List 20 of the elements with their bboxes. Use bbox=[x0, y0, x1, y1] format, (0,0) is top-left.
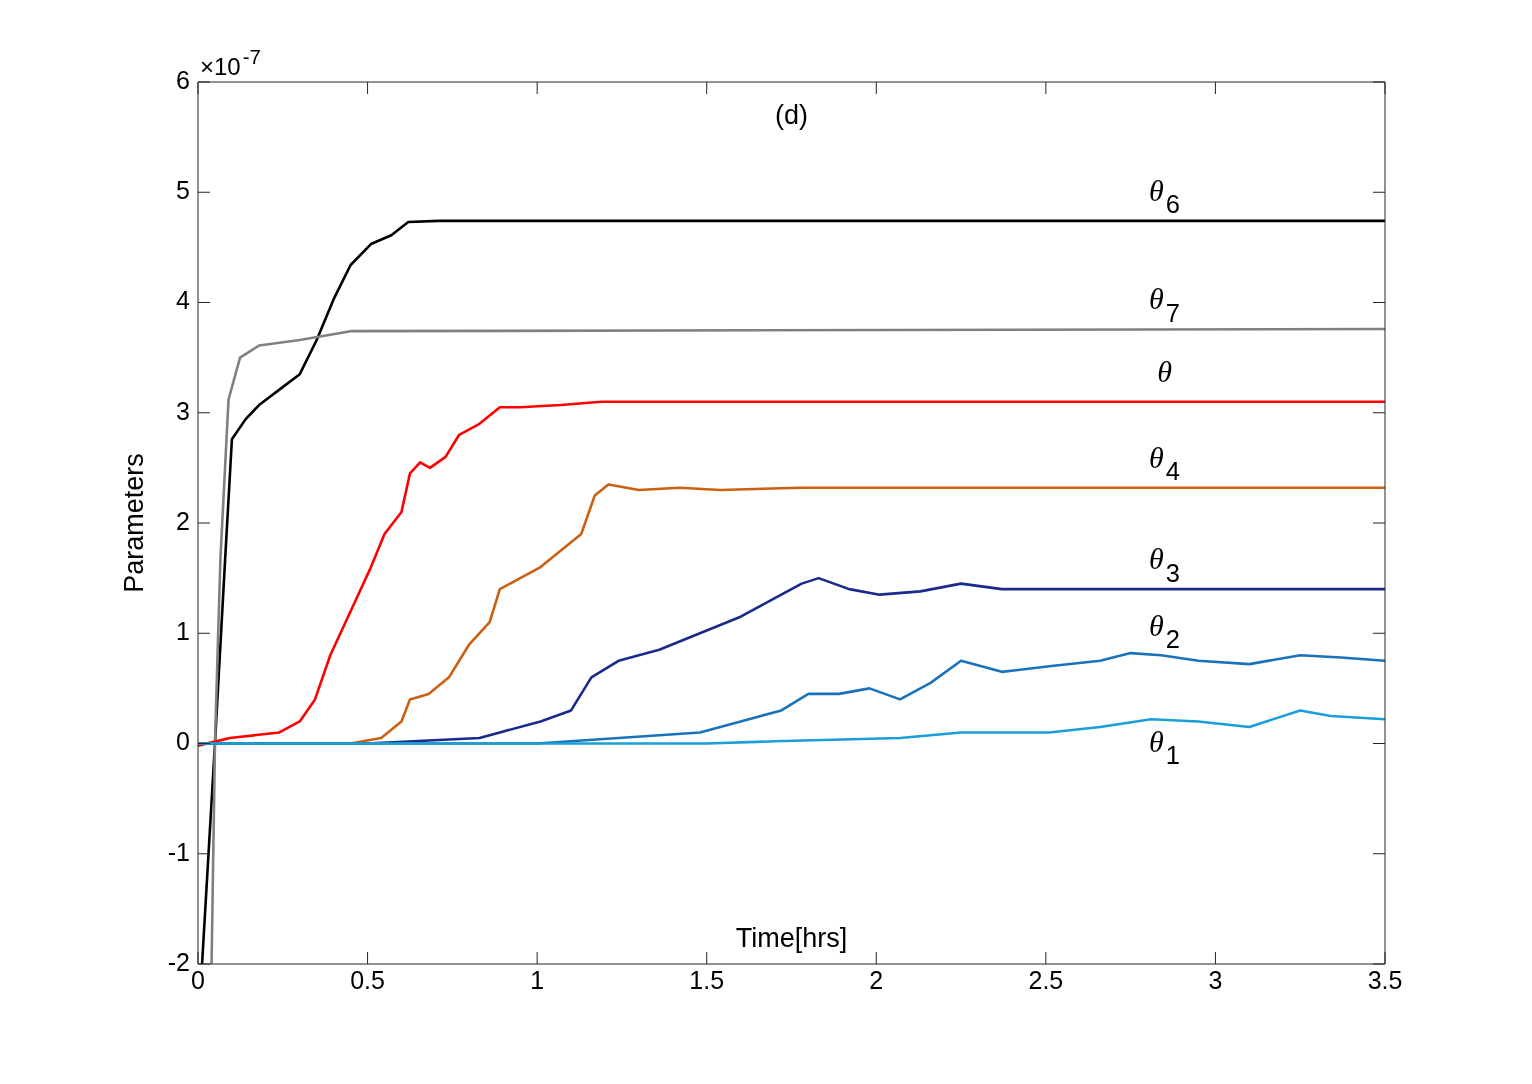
y-tick-label: 0 bbox=[176, 727, 190, 756]
y-tick-label: 4 bbox=[176, 286, 191, 315]
y-tick-label: 6 bbox=[176, 65, 190, 94]
y-tick-label: 5 bbox=[176, 176, 190, 205]
y-tick-label: 2 bbox=[176, 506, 190, 535]
x-tick-label: 1.5 bbox=[689, 965, 725, 994]
x-tick-label: 0.5 bbox=[350, 965, 385, 994]
y-tick-label: -1 bbox=[167, 837, 190, 866]
y-tick-label: 1 bbox=[176, 617, 190, 646]
y-tick-label: -2 bbox=[167, 947, 190, 976]
text: (d) bbox=[775, 100, 808, 131]
series-label: θ bbox=[1157, 354, 1173, 388]
x-tick-label: 3 bbox=[1208, 965, 1223, 994]
x-axis-title: Time[hrs] bbox=[735, 923, 848, 954]
x-tick-label: 2.5 bbox=[1028, 965, 1064, 994]
y-tick-label: 3 bbox=[176, 396, 190, 425]
x-tick-label: 2 bbox=[869, 965, 884, 994]
x-tick-label: 3.5 bbox=[1367, 965, 1403, 994]
x-tick-label: 1 bbox=[530, 965, 545, 994]
y-axis-title: Parameters bbox=[118, 453, 149, 593]
